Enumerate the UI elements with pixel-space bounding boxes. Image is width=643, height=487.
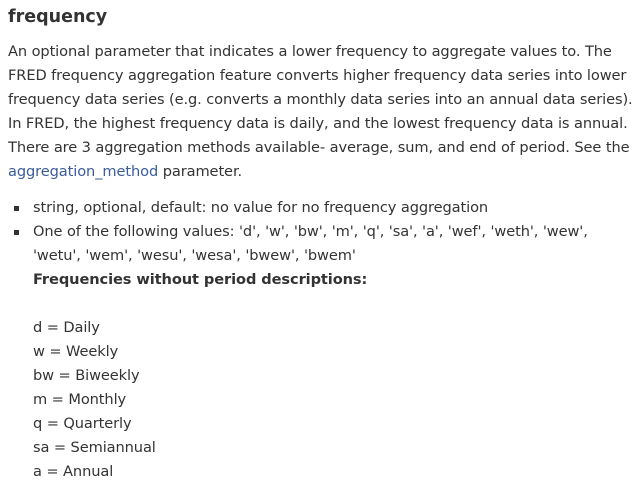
doc-section: frequency An optional parameter that ind… <box>8 4 640 484</box>
values-intro-text: One of the following values: 'd', 'w', '… <box>33 223 588 264</box>
list-item: One of the following values: 'd', 'w', '… <box>8 220 640 484</box>
frequency-item: bw = Biweekly <box>33 367 140 384</box>
bullet-icon <box>14 230 19 235</box>
type-info-text: string, optional, default: no value for … <box>33 199 489 216</box>
frequency-item: sa = Semiannual <box>33 439 156 456</box>
frequency-item: m = Monthly <box>33 391 127 408</box>
list-item: string, optional, default: no value for … <box>8 196 640 220</box>
frequency-list: d = Daily w = Weekly bw = Biweekly m = M… <box>33 316 640 484</box>
description-text: An optional parameter that indicates a l… <box>8 43 633 156</box>
frequency-item: d = Daily <box>33 319 100 336</box>
aggregation-method-link[interactable]: aggregation_method <box>8 163 159 180</box>
description-text-end: parameter. <box>158 163 243 180</box>
frequency-item: q = Quarterly <box>33 415 132 432</box>
parameter-details-list: string, optional, default: no value for … <box>8 196 640 484</box>
frequency-item: w = Weekly <box>33 343 119 360</box>
frequencies-subheading: Frequencies without period descriptions: <box>33 271 368 288</box>
bullet-icon <box>14 206 19 211</box>
parameter-description: An optional parameter that indicates a l… <box>8 40 640 184</box>
parameter-heading: frequency <box>8 7 108 27</box>
frequency-item: a = Annual <box>33 463 114 480</box>
